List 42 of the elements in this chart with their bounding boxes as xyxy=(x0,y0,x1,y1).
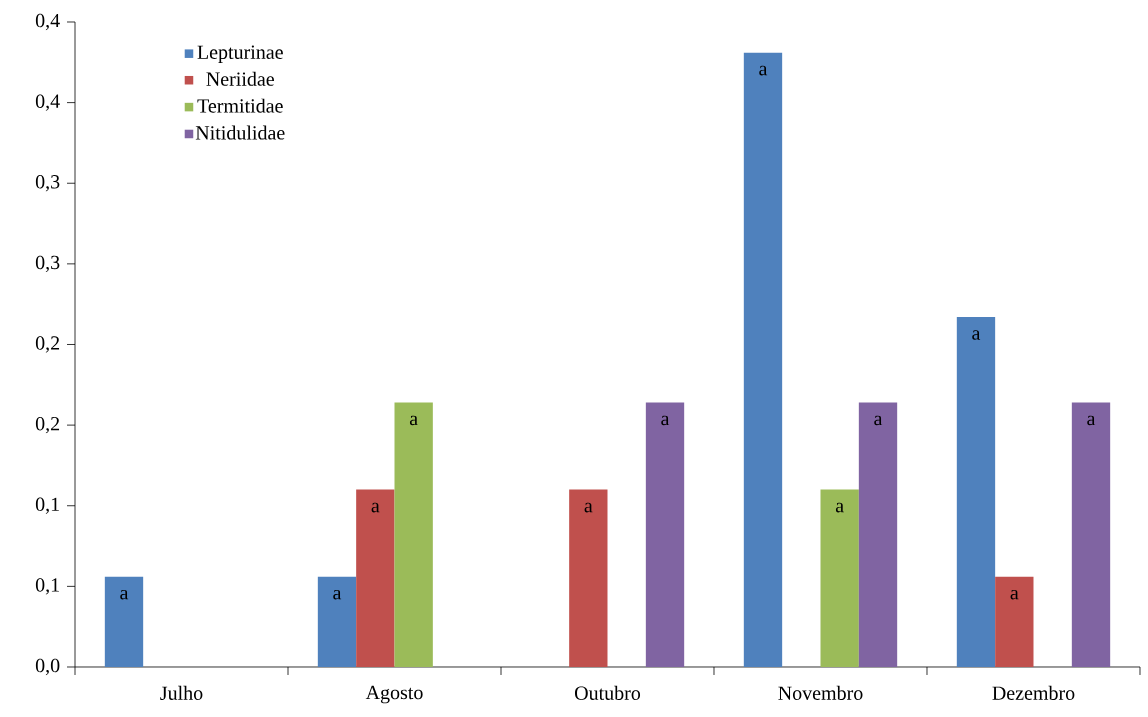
data-label: a xyxy=(874,415,883,426)
x-tick-label: Dezembro xyxy=(992,685,1075,700)
y-tick-label: 0,2 xyxy=(35,416,60,434)
bar xyxy=(317,576,357,667)
data-label: a xyxy=(759,65,768,76)
data-label: a xyxy=(333,589,342,600)
y-tick-label: 0,3 xyxy=(35,255,60,273)
bar xyxy=(645,402,685,667)
x-tick-label: Agosto xyxy=(365,685,423,704)
y-tick-label: 0,1 xyxy=(35,497,59,514)
y-tick-label: 0,1 xyxy=(35,578,59,595)
y-tick-label: 0,4 xyxy=(35,94,60,111)
y-tick-label: 0,3 xyxy=(35,175,60,192)
data-label: a xyxy=(661,415,670,426)
y-tick-label: 0,4 xyxy=(35,13,60,31)
bar xyxy=(104,576,144,667)
legend-label: Nitidulidae xyxy=(195,125,285,140)
legend-label: Termitidae xyxy=(197,98,283,113)
bar xyxy=(820,489,859,667)
data-label: a xyxy=(371,502,380,513)
x-tick-label: Novembro xyxy=(778,685,863,700)
bar xyxy=(956,317,996,667)
x-tick-label: Julho xyxy=(160,685,203,700)
bar xyxy=(356,489,395,667)
data-label: a xyxy=(584,502,593,513)
x-tick-label: Outubro xyxy=(574,685,641,700)
bar xyxy=(995,576,1034,667)
bar xyxy=(569,489,608,667)
data-label: a xyxy=(835,502,844,513)
data-label: a xyxy=(1087,415,1096,426)
data-label: a xyxy=(120,589,129,600)
y-tick-label: 0,2 xyxy=(35,336,60,353)
bar xyxy=(1071,402,1111,667)
bar xyxy=(858,402,898,667)
data-label: a xyxy=(972,330,981,340)
legend-label: Lepturinae xyxy=(197,45,283,64)
legend-label: Neriidae xyxy=(206,71,274,86)
y-tick-label: 0,0 xyxy=(35,658,60,676)
data-label: a xyxy=(1010,589,1019,600)
bar xyxy=(394,402,433,667)
data-label: a xyxy=(409,415,418,426)
bar xyxy=(743,52,783,667)
